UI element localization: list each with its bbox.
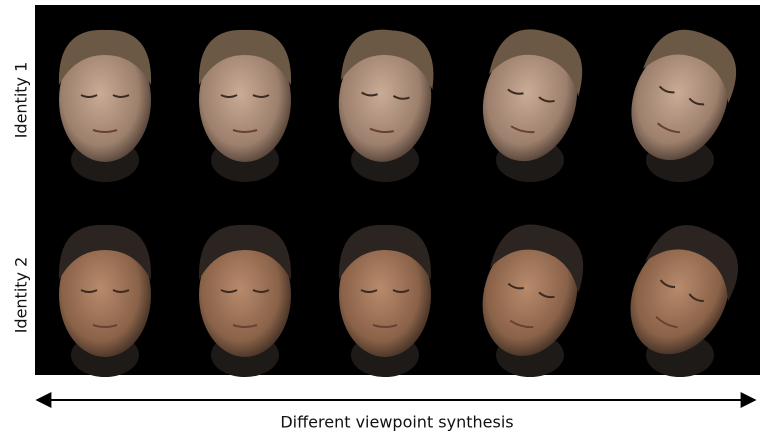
row-label: Identity 1 — [12, 62, 31, 139]
page: Identity 1 Identity 2 Different viewpoin… — [0, 0, 760, 434]
figure: Identity 1 Identity 2 Different viewpoin… — [0, 0, 760, 434]
caption: Different viewpoint synthesis — [280, 413, 513, 432]
row-label: Identity 2 — [12, 257, 31, 334]
